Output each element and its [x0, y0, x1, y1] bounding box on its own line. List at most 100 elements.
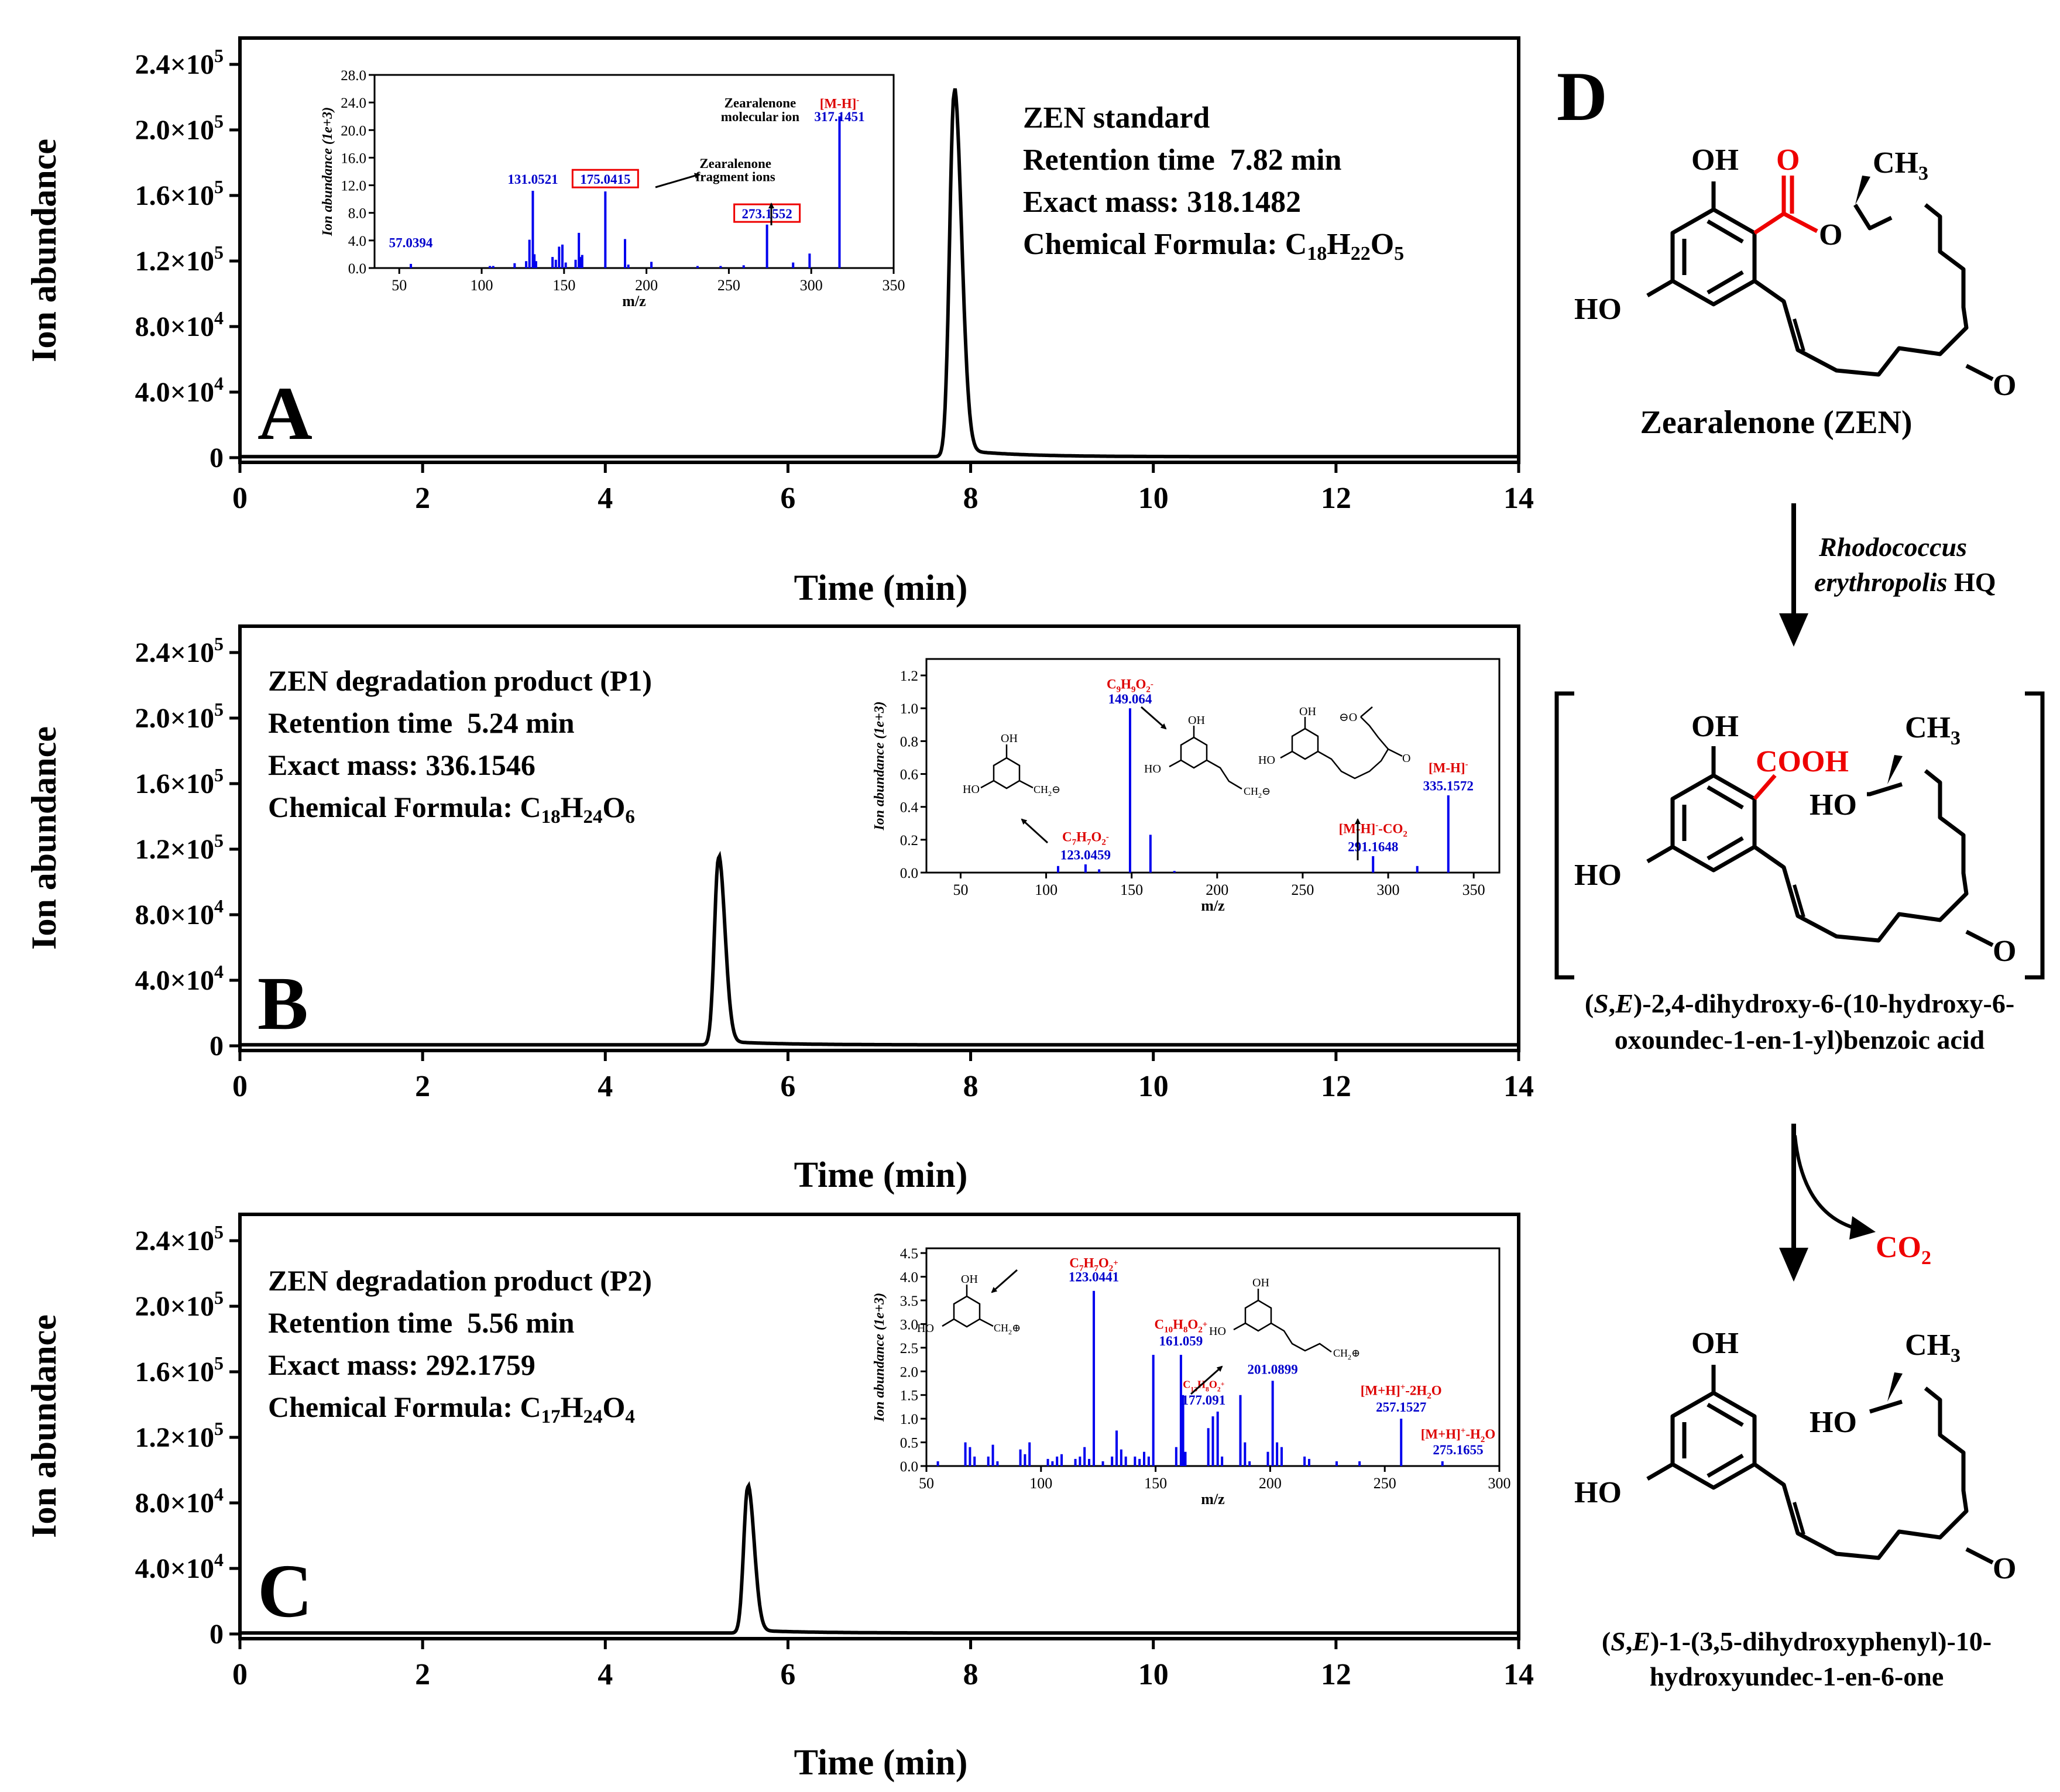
y-tick-label: 2.4×105: [135, 45, 224, 80]
inset-x-tick-label: 250: [717, 277, 740, 294]
y-tick-label: 0: [210, 1619, 224, 1650]
y-tick-mantissa: 2.4×10: [135, 637, 214, 668]
axis-ticks: 0 2 4 6 8 10 12 1404.0×1048.0×1041.2×1051.6×105…: [135, 45, 1534, 515]
atom-oh-3: OH: [1299, 705, 1316, 718]
inset-y-tick-label: 16.0: [341, 150, 366, 166]
inset-x-tick-label: 350: [883, 277, 905, 294]
enzyme-strain: erythropolis HQ: [1814, 567, 1996, 597]
structure-intermediate: OH HO COOH HO CH3 O: [1574, 710, 2016, 968]
atom-oh: OH: [1691, 143, 1739, 177]
inset-arrows: [655, 173, 774, 225]
atom-ch3: CH3: [1905, 711, 1961, 749]
info-text: ZEN standard Retention time 7.82 min Exa…: [1023, 101, 1404, 265]
atom-o-red: O: [1776, 143, 1800, 177]
y-tick-exponent: 5: [214, 633, 224, 654]
atom-ho-4: HO: [917, 1322, 934, 1335]
atom-ho-2: HO: [1144, 763, 1161, 775]
x-tick-label: 0: [232, 1070, 248, 1103]
wedge-bond: [1887, 755, 1903, 784]
y-tick-label: 8.0×104: [135, 1484, 224, 1519]
y-tick-exponent: 5: [214, 1418, 224, 1439]
x-tick-label: 4: [598, 482, 613, 515]
atom-o-ketone: O: [1993, 1552, 2016, 1585]
ion-formula-label: C13H8O2+: [1183, 1379, 1224, 1393]
formula-sub-3: 4: [625, 1406, 635, 1427]
atom-cooh: COOH: [1756, 745, 1849, 778]
inset-y-axis-title: Ion abundance (1e+3): [872, 701, 887, 830]
y-tick-exponent: 5: [214, 1221, 224, 1242]
y-axis-title: Ion abundance: [25, 726, 63, 950]
intermediate-name-line-1: (S,E)-2,4-dihydroxy-6-(10-hydroxy-6-: [1585, 988, 2014, 1018]
x-tick-label: 10: [1138, 1070, 1169, 1103]
info-line-2: Retention time 5.56 min: [268, 1306, 575, 1339]
atom-o-ketone: O: [1993, 369, 2016, 402]
atom-ho: HO: [1574, 859, 1622, 892]
x-tick-label: 12: [1321, 1658, 1351, 1691]
x-tick-label: 2: [415, 482, 430, 515]
axis-ticks: 0 2 4 6 8 10 12 1404.0×1048.0×1041.2×1051.6×105…: [135, 1221, 1534, 1691]
x-tick-label: 14: [1503, 1658, 1534, 1691]
chromatogram-frame: [238, 1213, 1520, 1640]
chromatogram-trace: [240, 850, 1519, 1047]
ion-formula-label: C9H9O2-: [1107, 677, 1153, 695]
atom-oh-2: OH: [1188, 714, 1205, 727]
x-tick-label: 14: [1503, 482, 1534, 515]
intermediate-name-line-2: oxoundec-1-en-1-yl)benzoic acid: [1615, 1025, 1985, 1055]
formula-sub-1: 18: [541, 806, 561, 828]
structure-styryl-anion: [1169, 726, 1242, 790]
inset-y-tick-label: 1.2: [900, 668, 918, 684]
x-tick-label: 8: [963, 1658, 978, 1691]
inset-y-tick-label: 1.0: [900, 701, 918, 717]
inset-y-tick-label: 0.8: [900, 734, 918, 750]
y-tick-exponent: 5: [214, 1287, 224, 1308]
y-tick-mantissa: 1.2×10: [135, 1422, 214, 1453]
panel-a: 0 2 4 6 8 10 12 1404.0×1048.0×1041.2×1051.6×105…: [25, 36, 1534, 608]
inset-y-axis-title: Ion abundance (1e+3): [320, 107, 335, 236]
highlight-box: [571, 169, 639, 188]
y-tick-exponent: 5: [214, 830, 224, 851]
y-tick-mantissa: 2.4×10: [135, 49, 214, 80]
info-line-2: Retention time 7.82 min: [1023, 143, 1342, 177]
chromatogram-trace: [240, 1481, 1519, 1635]
atom-o-ketone: O: [1402, 752, 1410, 765]
x-tick-label: 4: [598, 1658, 613, 1691]
y-tick-exponent: 5: [214, 699, 224, 720]
x-tick-label: 6: [780, 482, 795, 515]
y-tick-label: 4.0×104: [135, 373, 224, 408]
inset-x-tick-label: 150: [552, 277, 575, 294]
inset-x-tick-label: 150: [1144, 1475, 1167, 1492]
x-tick-label: 12: [1321, 1070, 1351, 1103]
x-tick-label: 2: [415, 1070, 430, 1103]
x-tick-label: 10: [1138, 482, 1169, 515]
inset-y-tick-label: 8.0: [348, 206, 366, 222]
inset-x-tick-label: 200: [1259, 1475, 1282, 1492]
inset-y-tick-label: 0.2: [900, 833, 918, 849]
y-tick-mantissa: 4.0×10: [135, 965, 214, 996]
y-tick-exponent: 4: [214, 961, 224, 982]
inset-x-tick-label: 250: [1374, 1475, 1396, 1492]
y-tick-label: 2.4×105: [135, 1221, 224, 1257]
panel-letter-c: C: [258, 1549, 313, 1633]
formula-sub-1: 17: [541, 1406, 561, 1427]
y-tick-mantissa: 8.0×10: [135, 900, 214, 931]
formula-el-2: O: [1371, 228, 1394, 261]
arrow-to-benzyl-cation: [991, 1269, 1018, 1293]
y-tick-label: 2.0×105: [135, 699, 224, 734]
formula-el-1: H: [561, 1391, 583, 1423]
ion-formula-label: C10H8O2+: [1155, 1317, 1208, 1334]
y-tick-label: 2.4×105: [135, 633, 224, 668]
atom-oh-1: OH: [1001, 732, 1018, 745]
wedge-bond: [1887, 1372, 1903, 1402]
chromatogram-frame: [238, 36, 1520, 464]
atom-o-ester: O: [1819, 218, 1842, 252]
mass-label: 177.091: [1182, 1393, 1225, 1407]
inset-y-tick-label: 2.5: [900, 1341, 918, 1357]
y-tick-mantissa: 1.2×10: [135, 246, 214, 277]
y-tick-mantissa: 1.6×10: [135, 768, 214, 799]
y-tick-mantissa: 4.0×10: [135, 1553, 214, 1584]
inset-y-tick-label: 0.4: [900, 800, 919, 816]
inset-y-tick-label: 0.0: [900, 1459, 918, 1475]
y-tick-mantissa: 0: [210, 1619, 224, 1650]
structure-product-p2: OH HO HO CH3 O: [1574, 1327, 2016, 1585]
